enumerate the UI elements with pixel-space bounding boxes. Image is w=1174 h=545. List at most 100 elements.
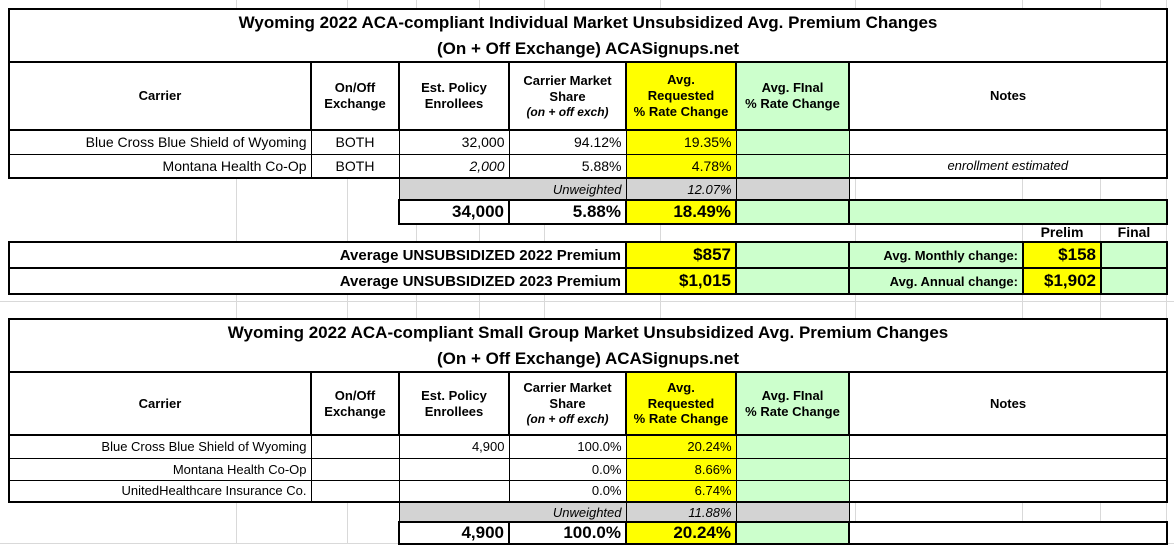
- requested-cell[interactable]: 19.35%: [625, 129, 737, 155]
- enrollees-cell[interactable]: 32,000: [398, 129, 510, 155]
- share-cell[interactable]: 94.12%: [508, 129, 627, 155]
- premium-value-cell[interactable]: $857: [625, 241, 737, 269]
- carrier-cell[interactable]: Montana Health Co-Op: [8, 457, 312, 481]
- requested-cell[interactable]: 20.24%: [625, 434, 737, 459]
- notes-cell[interactable]: [848, 457, 1169, 481]
- share-cell[interactable]: 0.0%: [508, 479, 627, 503]
- final-cell[interactable]: [735, 457, 850, 481]
- total-requested-cell[interactable]: 18.49%: [625, 199, 737, 225]
- unweighted-value-cell[interactable]: 12.07%: [625, 177, 737, 201]
- total-requested-cell[interactable]: 20.24%: [625, 521, 737, 545]
- premium-label-cell[interactable]: Average UNSUBSIDIZED 2022 Premium: [8, 241, 627, 269]
- exchange-cell[interactable]: [310, 457, 400, 481]
- empty-cell[interactable]: [9, 502, 399, 522]
- total-share-cell[interactable]: 5.88%: [508, 199, 627, 225]
- unweighted-value-cell[interactable]: 11.88%: [625, 501, 737, 523]
- header-line: Requested: [647, 395, 715, 411]
- premium-final-cell[interactable]: [735, 241, 850, 269]
- table-title-row: Wyoming 2022 ACA-compliant Individual Ma…: [7, 8, 1169, 63]
- header-line: % Rate Change: [633, 411, 729, 427]
- header-notes[interactable]: Notes: [847, 371, 1169, 436]
- exchange-cell[interactable]: BOTH: [310, 129, 400, 155]
- enrollees-cell[interactable]: 4,900: [398, 434, 510, 459]
- notes-cell[interactable]: enrollment estimated: [848, 153, 1169, 179]
- premium-final-cell[interactable]: [735, 267, 850, 295]
- empty-cell[interactable]: [9, 522, 399, 544]
- header-final-change[interactable]: Avg. FInal % Rate Change: [735, 61, 850, 131]
- header-line: On/Off: [334, 387, 376, 403]
- final-cell[interactable]: [735, 153, 850, 179]
- final-cell[interactable]: [735, 434, 850, 459]
- carrier-cell[interactable]: Blue Cross Blue Shield of Wyoming: [8, 434, 312, 459]
- gridline-horizontal: [0, 301, 1174, 302]
- total-share-cell[interactable]: 100.0%: [508, 521, 627, 545]
- notes-cell[interactable]: [848, 434, 1169, 459]
- empty-cell[interactable]: [9, 178, 399, 200]
- unweighted-label-cell[interactable]: Unweighted: [398, 501, 627, 523]
- change-prelim-cell[interactable]: $158: [1022, 241, 1102, 269]
- empty-cell[interactable]: [849, 178, 1167, 200]
- header-requested-change[interactable]: Avg. Requested % Rate Change: [625, 371, 737, 436]
- requested-cell[interactable]: 4.78%: [625, 153, 737, 179]
- header-row: Carrier On/Off Exchange Est. Policy Enro…: [8, 61, 1169, 131]
- empty-cell[interactable]: [849, 502, 1167, 522]
- share-cell[interactable]: 0.0%: [508, 457, 627, 481]
- total-notes-cell[interactable]: [847, 199, 1169, 225]
- requested-cell[interactable]: 8.66%: [625, 457, 737, 481]
- header-exchange[interactable]: On/Off Exchange: [310, 371, 400, 436]
- header-exchange[interactable]: On/Off Exchange: [310, 61, 400, 131]
- exchange-cell[interactable]: BOTH: [310, 153, 400, 179]
- unweighted-final-cell[interactable]: [735, 177, 850, 201]
- final-cell[interactable]: [735, 129, 850, 155]
- requested-cell[interactable]: 6.74%: [625, 479, 737, 503]
- header-line: Avg. FInal: [761, 387, 824, 403]
- change-final-cell[interactable]: [1100, 241, 1168, 269]
- header-notes[interactable]: Notes: [847, 61, 1169, 131]
- total-enrollees-cell[interactable]: 34,000: [398, 199, 510, 225]
- exchange-cell[interactable]: [310, 479, 400, 503]
- header-requested-change[interactable]: Avg. Requested % Rate Change: [625, 61, 737, 131]
- header-enrollees[interactable]: Est. Policy Enrollees: [398, 61, 510, 131]
- enrollees-cell[interactable]: [398, 479, 510, 503]
- final-column-label[interactable]: Final: [1117, 223, 1151, 240]
- header-market-share[interactable]: Carrier Market Share (on + off exch): [508, 61, 627, 131]
- header-enrollees[interactable]: Est. Policy Enrollees: [398, 371, 510, 436]
- premium-value-cell[interactable]: $1,015: [625, 267, 737, 295]
- total-final-cell[interactable]: [735, 199, 850, 225]
- header-line: Carrier Market: [523, 380, 612, 396]
- exchange-cell[interactable]: [310, 434, 400, 459]
- carrier-cell[interactable]: Montana Health Co-Op: [8, 153, 312, 179]
- final-cell[interactable]: [735, 479, 850, 503]
- unweighted-final-cell[interactable]: [735, 501, 850, 523]
- carrier-cell[interactable]: UnitedHealthcare Insurance Co.: [8, 479, 312, 503]
- header-market-share[interactable]: Carrier Market Share (on + off exch): [508, 371, 627, 436]
- unweighted-label-cell[interactable]: Unweighted: [398, 177, 627, 201]
- total-notes-cell[interactable]: [847, 521, 1169, 545]
- share-cell[interactable]: 5.88%: [508, 153, 627, 179]
- notes-cell[interactable]: [848, 129, 1169, 155]
- change-label-cell[interactable]: Avg. Annual change:: [848, 267, 1024, 295]
- header-line: Enrollees: [424, 403, 484, 419]
- header-carrier[interactable]: Carrier: [8, 371, 312, 436]
- table-row: UnitedHealthcare Insurance Co. 0.0% 6.74…: [8, 479, 1169, 503]
- total-enrollees-cell[interactable]: 4,900: [398, 521, 510, 545]
- total-final-cell[interactable]: [735, 521, 850, 545]
- change-prelim-cell[interactable]: $1,902: [1022, 267, 1102, 295]
- header-line: % Rate Change: [633, 103, 729, 119]
- change-label-cell[interactable]: Avg. Monthly change:: [848, 241, 1024, 269]
- premium-label-cell[interactable]: Average UNSUBSIDIZED 2023 Premium: [8, 267, 627, 295]
- enrollees-cell[interactable]: 2,000: [398, 153, 510, 179]
- header-carrier[interactable]: Carrier: [8, 61, 312, 131]
- header-final-change[interactable]: Avg. FInal % Rate Change: [735, 371, 850, 436]
- share-cell[interactable]: 100.0%: [508, 434, 627, 459]
- carrier-cell[interactable]: Blue Cross Blue Shield of Wyoming: [8, 129, 312, 155]
- prelim-column-label[interactable]: Prelim: [1040, 223, 1084, 240]
- notes-cell[interactable]: [848, 479, 1169, 503]
- table-title[interactable]: Wyoming 2022 ACA-compliant Small Group M…: [7, 318, 1169, 373]
- table-title[interactable]: Wyoming 2022 ACA-compliant Individual Ma…: [7, 8, 1169, 63]
- empty-cell[interactable]: [9, 200, 399, 224]
- change-final-cell[interactable]: [1100, 267, 1168, 295]
- header-line: Est. Policy: [421, 80, 487, 96]
- header-line: Avg. FInal: [761, 80, 824, 96]
- enrollees-cell[interactable]: [398, 457, 510, 481]
